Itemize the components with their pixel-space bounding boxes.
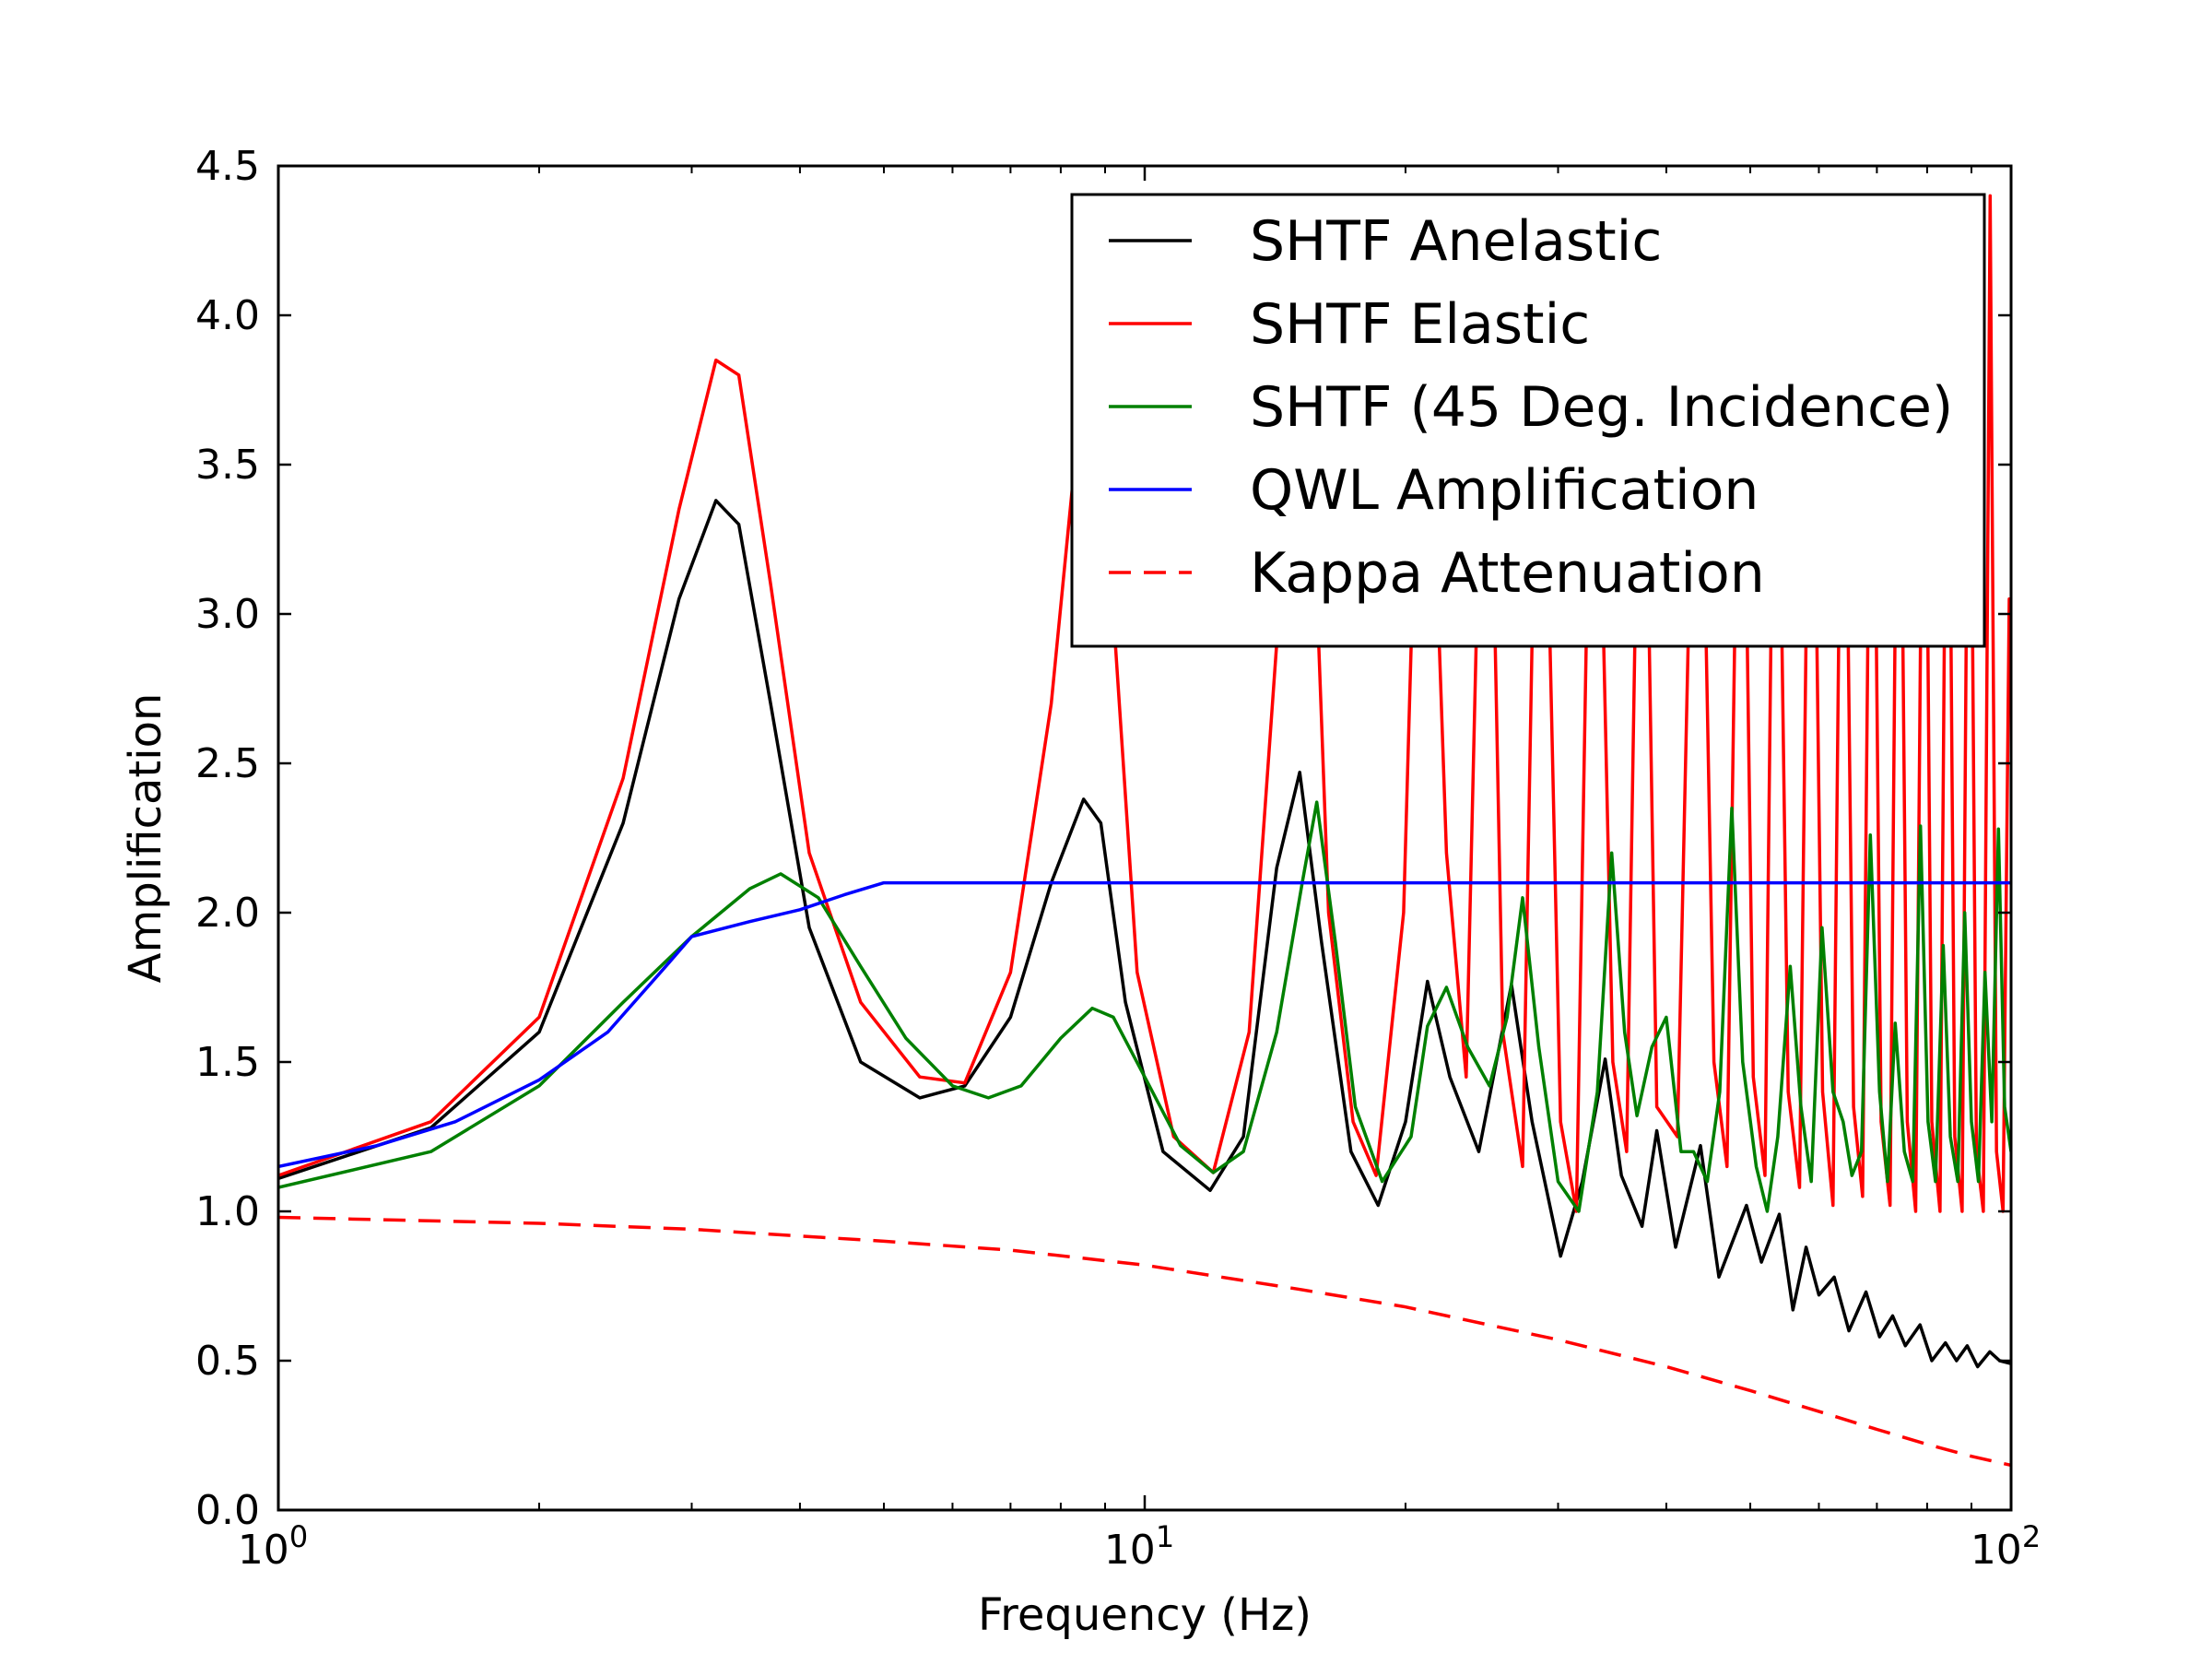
y-tick-label: 2.5 <box>195 740 260 787</box>
y-tick-label: 0.0 <box>195 1487 260 1534</box>
x-tick-exponent: 1 <box>1156 1519 1174 1554</box>
x-axis-label: Frequency (Hz) <box>978 1589 1312 1641</box>
series-layer <box>278 194 2011 1468</box>
legend-label-2: SHTF (45 Deg. Incidence) <box>1250 375 1953 440</box>
legend: SHTF Anelastic SHTF Elastic SHTF (45 Deg. … <box>1070 193 1986 648</box>
legend-label-4: Kappa Attenuation <box>1250 541 1765 606</box>
x-tick-exponent: 0 <box>289 1519 308 1554</box>
legend-label-0: SHTF Anelastic <box>1250 209 1662 274</box>
x-tick-label: 101 <box>1104 1519 1174 1574</box>
y-tick-label: 3.5 <box>195 442 260 489</box>
x-tick-base: 10 <box>1104 1527 1156 1574</box>
x-tick-base: 10 <box>238 1527 289 1574</box>
x-tick-base: 10 <box>1971 1527 2022 1574</box>
legend-frame <box>1070 193 1986 648</box>
y-tick-label: 4.5 <box>195 143 260 190</box>
series-line-0 <box>278 499 2011 1369</box>
y-tick-label: 3.0 <box>195 591 260 638</box>
y-tick-label: 1.5 <box>195 1039 260 1086</box>
x-tick-exponent: 2 <box>2022 1519 2041 1554</box>
y-tick-label: 2.0 <box>195 890 260 937</box>
y-tick-label: 0.5 <box>195 1338 260 1385</box>
series-line-4 <box>278 1215 2011 1468</box>
y-tick-label: 4.0 <box>195 292 260 339</box>
legend-label-3: QWL Amplification <box>1250 458 1759 523</box>
y-axis-label: Amplification <box>120 693 171 984</box>
series-line-2 <box>278 800 2011 1213</box>
legend-label-1: SHTF Elastic <box>1250 292 1590 357</box>
y-tick-label: 1.0 <box>195 1188 260 1235</box>
series-line-3 <box>278 880 2011 1169</box>
x-tick-label: 100 <box>238 1519 308 1574</box>
x-tick-label: 102 <box>1971 1519 2041 1574</box>
